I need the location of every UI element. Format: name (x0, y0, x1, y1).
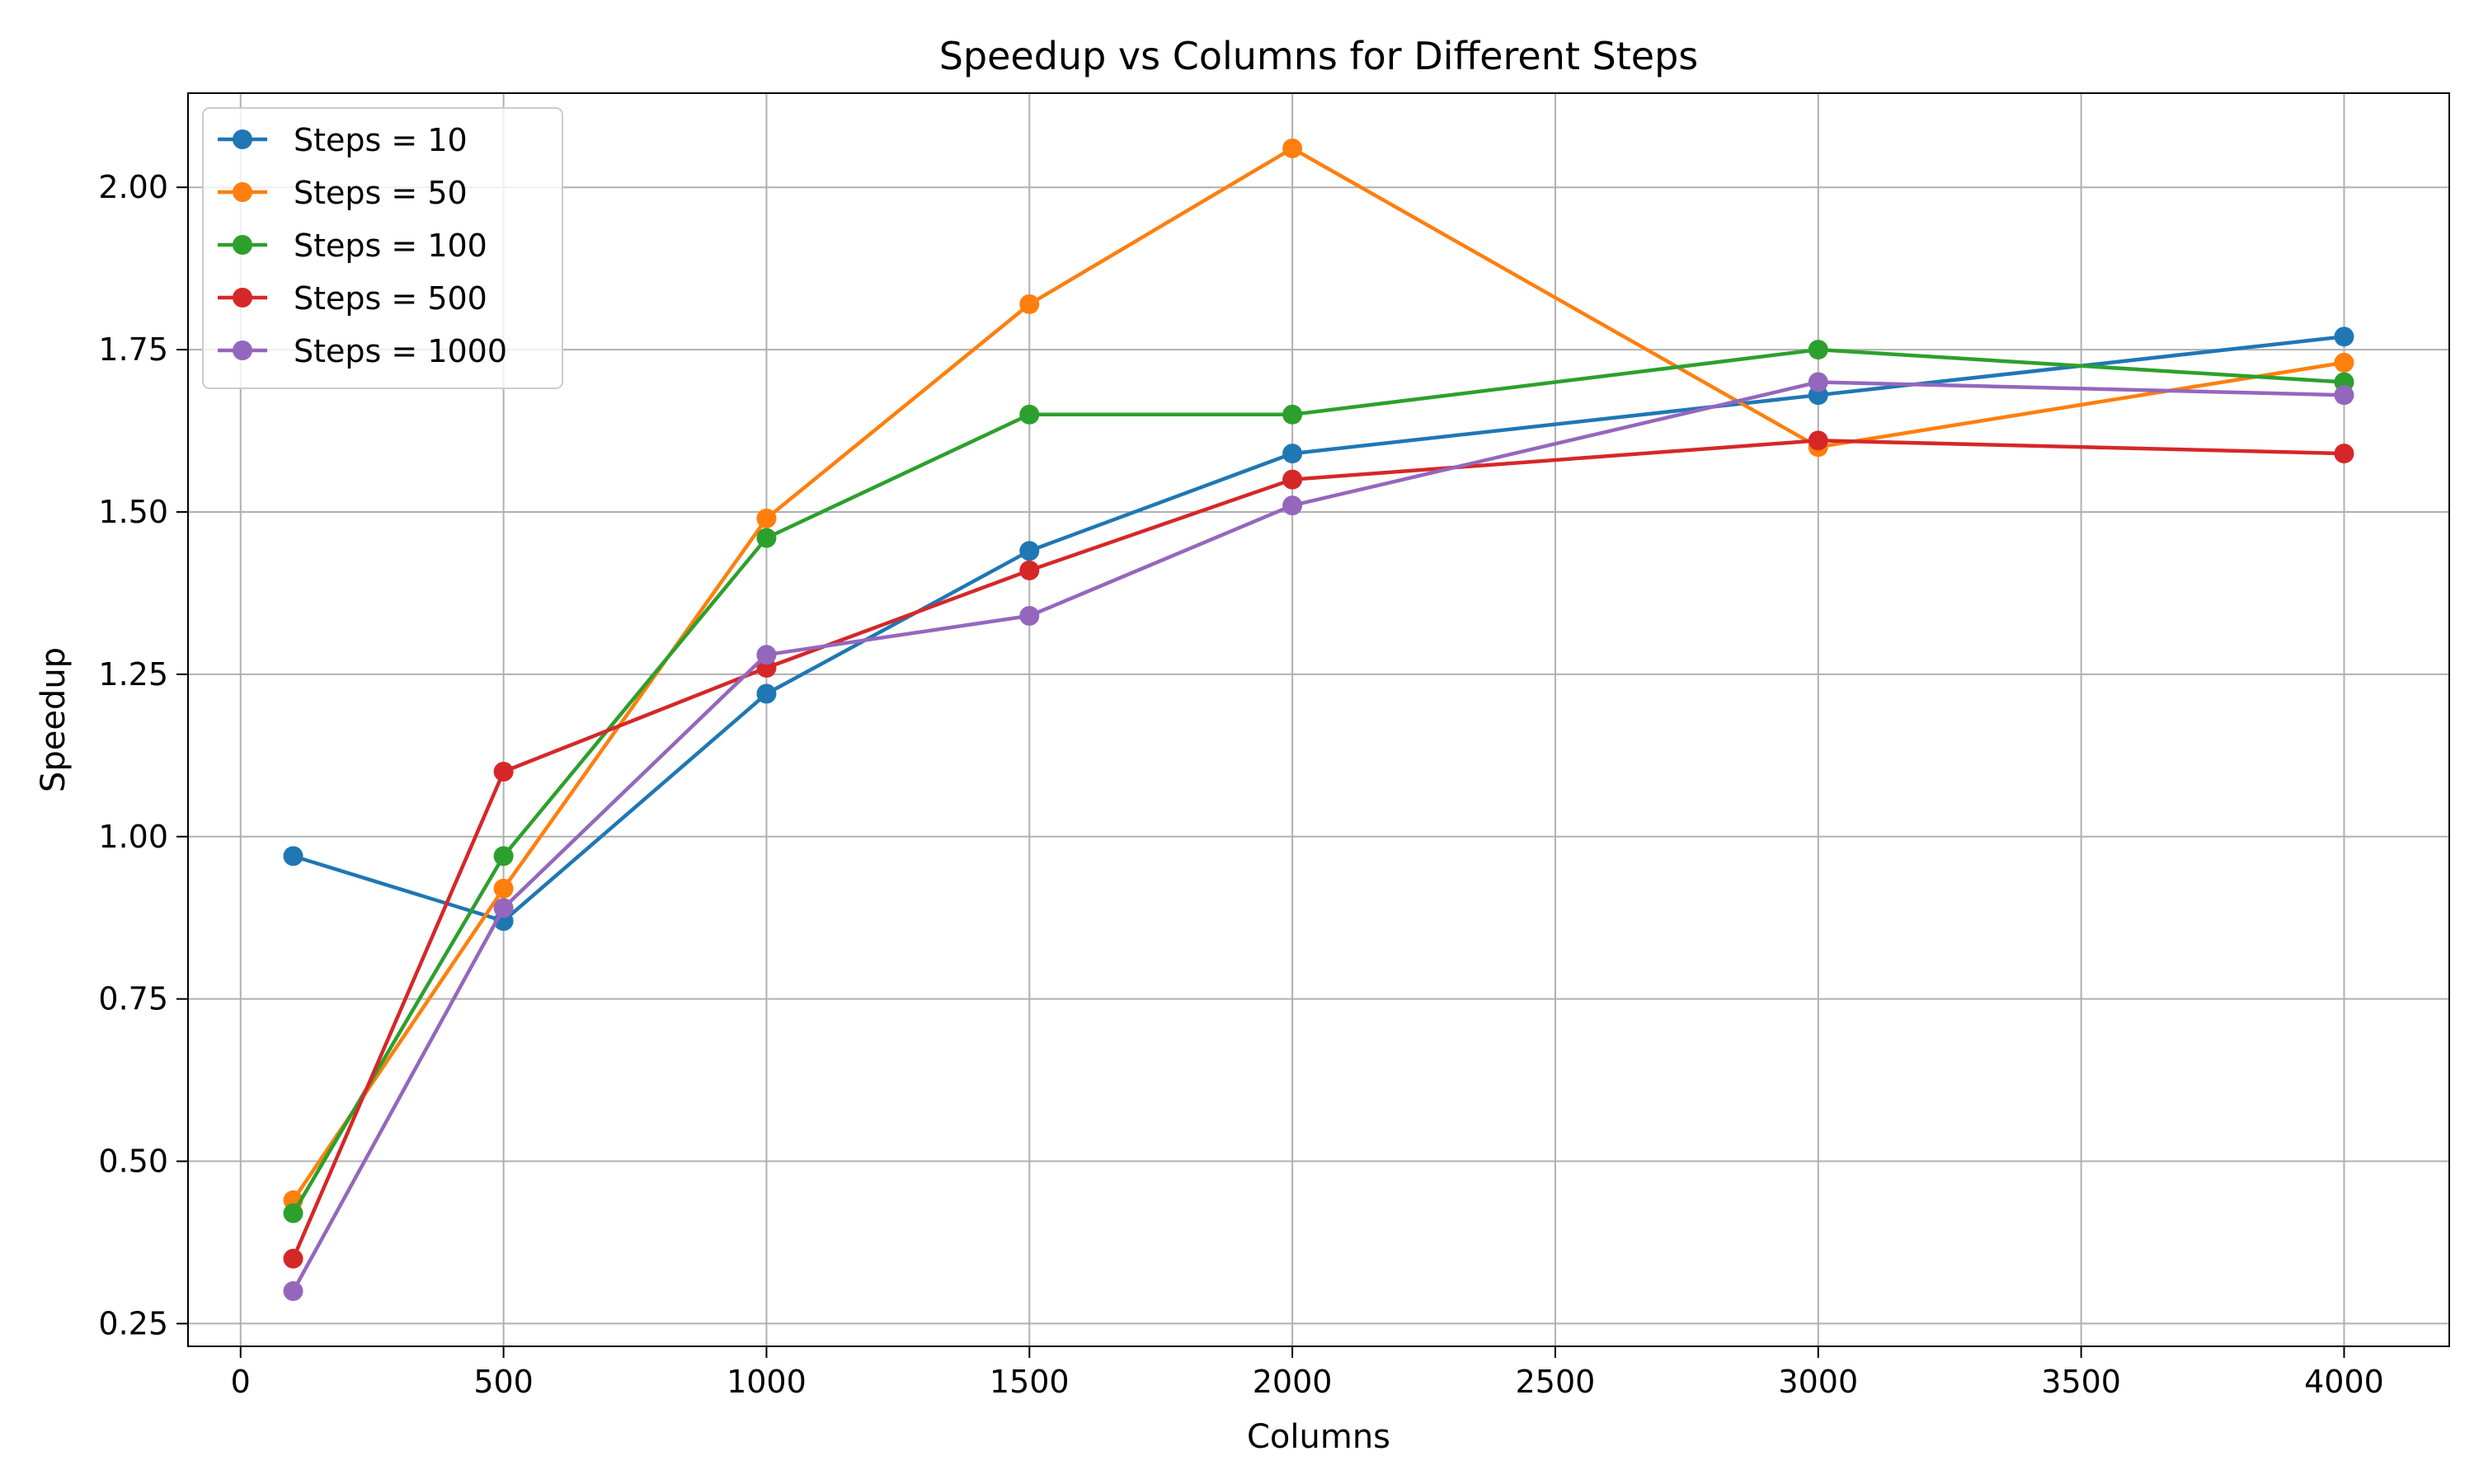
y-tick-label: 1.50 (98, 494, 168, 530)
series-3 (283, 430, 2354, 1269)
data-point (2334, 326, 2354, 347)
data-point (1808, 430, 1828, 451)
data-point (283, 1281, 303, 1302)
data-point (493, 878, 514, 899)
data-point (493, 762, 514, 782)
x-axis-label: Columns (1247, 1418, 1390, 1456)
legend: Steps = 10 Steps = 50 Steps = 100 Steps = 5… (202, 107, 563, 389)
series-2 (283, 340, 2354, 1223)
data-point (1019, 404, 1040, 425)
data-point (1808, 340, 1828, 360)
x-tick-label: 500 (473, 1364, 534, 1400)
legend-label: Steps = 10 (294, 122, 468, 158)
data-point (1282, 138, 1303, 158)
x-tick-label: 0 (231, 1364, 251, 1400)
data-point (1019, 560, 1040, 580)
x-tick-label: 1500 (990, 1364, 1070, 1400)
legend-swatch-marker (233, 340, 252, 360)
data-point (283, 1203, 303, 1223)
x-tick-label: 4000 (2304, 1364, 2384, 1400)
data-point (756, 508, 777, 528)
x-tick-label: 3500 (2041, 1364, 2121, 1400)
data-point (1019, 605, 1040, 626)
x-tick-label: 2500 (1516, 1364, 1596, 1400)
data-point (1282, 444, 1303, 464)
data-point (493, 898, 514, 918)
x-tick-label: 2000 (1253, 1364, 1333, 1400)
y-tick-label: 1.00 (98, 819, 168, 855)
x-tick-label: 3000 (1778, 1364, 1858, 1400)
y-axis-label: Speedup (35, 647, 73, 792)
data-point (756, 683, 777, 704)
legend-box (202, 107, 563, 389)
y-tick-label: 1.25 (98, 656, 168, 693)
y-tick-label: 0.25 (98, 1305, 168, 1341)
series-4 (283, 372, 2354, 1302)
data-point (756, 528, 777, 548)
legend-label: Steps = 1000 (294, 333, 507, 369)
y-tick-label: 2.00 (98, 169, 168, 205)
x-tick-label: 1000 (727, 1364, 807, 1400)
data-point (756, 645, 777, 665)
series-layer (283, 138, 2354, 1302)
legend-label: Steps = 500 (294, 280, 487, 317)
data-point (493, 846, 514, 866)
data-point (1282, 495, 1303, 516)
data-point (1282, 469, 1303, 490)
legend-item: Steps = 100 (218, 228, 487, 264)
y-tick-label: 0.75 (98, 981, 168, 1017)
legend-label: Steps = 50 (294, 175, 468, 211)
data-point (283, 846, 303, 866)
data-point (1808, 372, 1828, 392)
legend-swatch-marker (233, 182, 252, 202)
plot-frame (187, 92, 2450, 1347)
legend-item: Steps = 50 (218, 175, 468, 211)
data-point (2334, 385, 2354, 406)
data-point (1019, 294, 1040, 314)
y-tick-label: 0.50 (98, 1144, 168, 1180)
chart-title: Speedup vs Columns for Different Steps (939, 34, 1699, 78)
data-point (2334, 444, 2354, 464)
data-point (1282, 404, 1303, 425)
legend-label: Steps = 100 (294, 228, 487, 264)
data-point (1019, 541, 1040, 561)
legend-swatch-marker (233, 235, 252, 255)
y-tick-label: 1.75 (98, 331, 168, 368)
legend-swatch-marker (233, 288, 252, 308)
legend-swatch-marker (233, 129, 252, 149)
legend-item: Steps = 10 (218, 122, 468, 158)
legend-item: Steps = 1000 (218, 333, 507, 369)
data-point (2334, 352, 2354, 373)
data-point (283, 1248, 303, 1269)
grid-layer (188, 93, 2449, 1346)
tick-layer: 0 500 1000 1500 2000 2500 3000 3500 4000 0.25 0.50… (98, 169, 2383, 1400)
legend-item: Steps = 500 (218, 280, 487, 317)
